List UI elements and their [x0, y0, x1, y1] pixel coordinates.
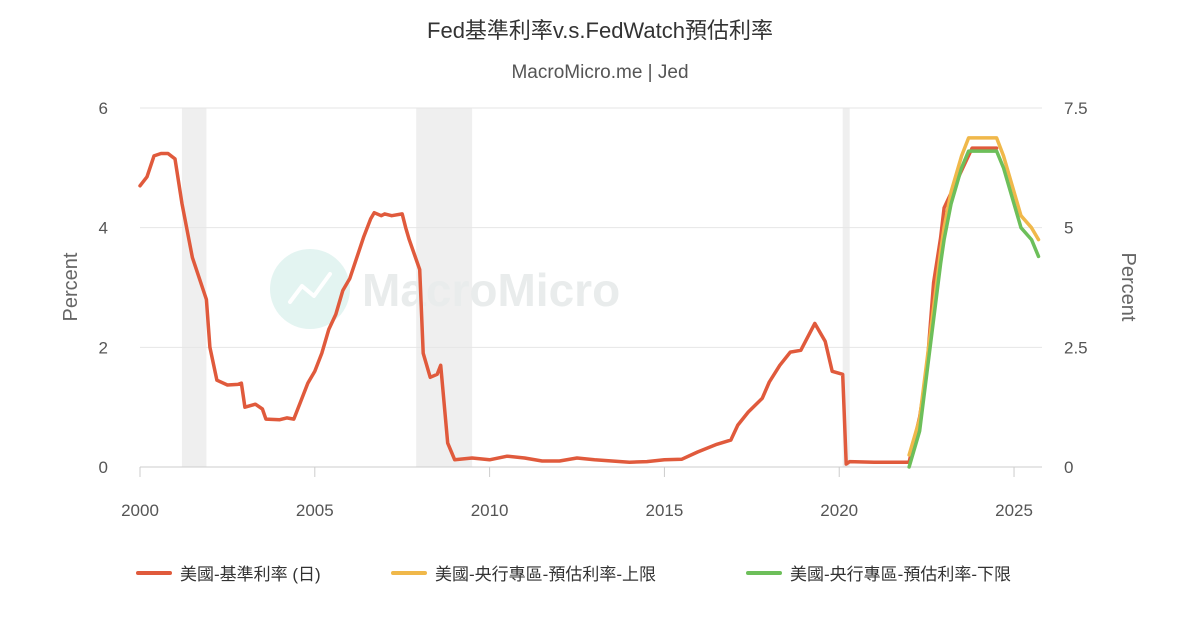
y-axis-left-title: Percent: [60, 252, 82, 321]
y-axis-right-title: Percent: [1117, 253, 1139, 322]
watermark-chart-icon: [288, 272, 332, 304]
y-left-tick-label: 4: [99, 219, 108, 238]
y-left-tick-label: 0: [99, 458, 108, 477]
x-tick-label: 2025: [995, 501, 1033, 520]
legend-label-1[interactable]: 美國-央行專區-預估利率-上限: [435, 565, 656, 584]
x-tick-label: 2010: [471, 501, 509, 520]
grid: [140, 107, 1042, 348]
y-axis-left: 0 2 4 6: [99, 99, 108, 477]
legend: 美國-基準利率 (日) 美國-央行專區-預估利率-上限 美國-央行專區-預估利率-下…: [136, 565, 1011, 584]
watermark: MacroMicro: [270, 249, 620, 329]
x-tick-label: 2015: [646, 501, 684, 520]
series-line-1: [907, 136, 1041, 457]
legend-label-2[interactable]: 美國-央行專區-預估利率-下限: [790, 565, 1011, 584]
chart-subtitle: MacroMicro.me | Jed: [511, 62, 688, 83]
y-axis-right: 0 2.5 5 7.5: [1064, 99, 1088, 477]
x-tick-label: 2020: [820, 501, 858, 520]
y-left-tick-label: 6: [99, 99, 108, 118]
chart-title: Fed基準利率v.s.FedWatch預估利率: [427, 18, 773, 43]
x-tick-label: 2005: [296, 501, 334, 520]
y-right-tick-label: 2.5: [1064, 338, 1088, 357]
y-left-tick-label: 2: [99, 338, 108, 357]
legend-label-0[interactable]: 美國-基準利率 (日): [180, 565, 321, 584]
y-right-tick-label: 5: [1064, 219, 1073, 238]
watermark-logo-icon: [270, 249, 350, 329]
recession-band-2: [842, 108, 850, 467]
recession-bands: [181, 108, 850, 467]
watermark-text: MacroMicro: [362, 264, 620, 316]
series-line-2: [907, 149, 1041, 469]
y-right-tick-label: 7.5: [1064, 99, 1088, 118]
x-axis: 2000 2005 2010 2015 2020 2025: [121, 466, 1042, 520]
x-tick-label: 2000: [121, 501, 159, 520]
series-lines: [138, 136, 1041, 469]
series-line-0: [138, 146, 999, 466]
y-right-tick-label: 0: [1064, 458, 1073, 477]
